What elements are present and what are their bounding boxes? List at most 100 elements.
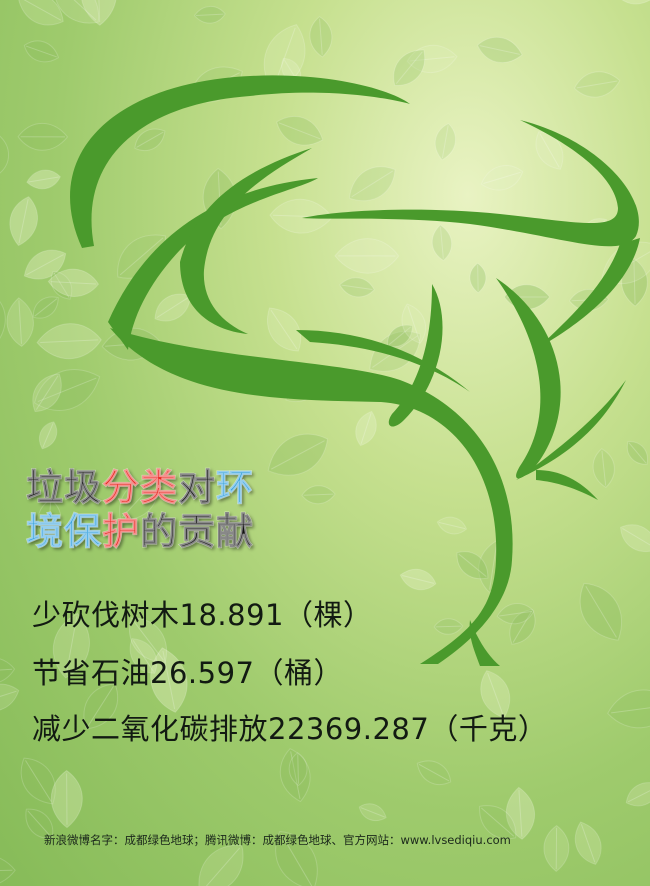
leaf xyxy=(80,0,117,26)
leaf xyxy=(26,169,61,190)
leaf xyxy=(288,752,308,787)
tree-branch-right xyxy=(538,238,640,348)
leaf xyxy=(574,821,602,865)
leaf xyxy=(476,36,523,64)
leaf xyxy=(275,830,318,886)
leaf xyxy=(433,618,464,635)
leaf xyxy=(535,131,564,170)
stat-co2-reduced: 减少二氧化碳排放22369.287（千克） xyxy=(32,712,548,746)
leaf xyxy=(129,638,158,674)
leaf xyxy=(20,757,56,805)
leaf xyxy=(50,270,73,300)
footer-contact: 新浪微博名字：成都绿色地球；腾讯微博：成都绿色地球、官方网站：www.lvsed… xyxy=(44,833,511,847)
leaf xyxy=(309,16,333,58)
tree-branch-upper xyxy=(496,278,561,479)
leaf xyxy=(53,0,100,24)
leaf xyxy=(505,786,536,840)
tree-arc-right xyxy=(302,120,639,247)
stat-oil-saved: 节省石油26.597（桶） xyxy=(32,656,343,690)
leaf xyxy=(9,196,38,247)
leaf xyxy=(469,262,487,294)
leaf xyxy=(267,307,302,352)
leaf xyxy=(276,115,324,146)
headline-segment: 对 xyxy=(178,466,216,510)
leaf xyxy=(611,0,650,5)
leaf xyxy=(355,410,377,447)
leaf xyxy=(47,268,100,297)
leaf xyxy=(32,373,62,413)
leaf xyxy=(0,683,20,712)
leaf xyxy=(348,166,396,202)
leaf xyxy=(480,165,524,191)
headline: 垃圾分类对环 境保护的贡献 xyxy=(26,466,254,554)
leaf xyxy=(573,71,621,98)
leaf xyxy=(32,296,59,319)
leaf xyxy=(399,568,437,591)
headline-line-2: 境保护的贡献 xyxy=(26,510,254,554)
leaf xyxy=(134,128,166,152)
leaf xyxy=(23,249,67,280)
headline-segment: 护 xyxy=(102,510,140,554)
leaf xyxy=(301,485,336,505)
leaf xyxy=(119,478,159,520)
headline-segment: 环 xyxy=(216,466,254,510)
leaf xyxy=(393,49,426,86)
leaf xyxy=(198,844,244,886)
headline-line-1: 垃圾分类对环 xyxy=(26,466,254,510)
leaf xyxy=(416,760,452,785)
leaf xyxy=(434,122,456,161)
headline-segment: 分类 xyxy=(102,466,178,510)
leaf xyxy=(17,0,64,26)
leaf xyxy=(387,324,413,348)
tree-branch-sweep xyxy=(296,330,470,392)
leaf xyxy=(358,803,387,822)
leaf xyxy=(150,647,188,713)
leaf xyxy=(6,297,34,347)
leaf xyxy=(0,288,6,340)
leaf xyxy=(480,670,511,719)
tree-arc-top xyxy=(70,75,410,248)
leaf xyxy=(83,683,119,730)
leaf xyxy=(592,448,615,489)
leaf xyxy=(17,123,69,151)
leaf xyxy=(625,782,650,807)
leaf xyxy=(39,421,58,450)
tree-branch-center xyxy=(388,284,443,427)
leaf xyxy=(401,303,427,344)
tree-branch-small xyxy=(536,470,598,500)
leaf xyxy=(267,433,329,476)
leaf xyxy=(36,323,102,360)
leaf xyxy=(509,609,536,645)
leaf xyxy=(621,258,648,307)
leaf xyxy=(626,441,648,465)
leaf xyxy=(154,293,192,322)
leaf xyxy=(52,612,90,679)
leaf xyxy=(406,44,458,74)
stat-trees-saved: 少砍伐树木18.891（棵） xyxy=(32,598,373,632)
headline-segment: 的贡献 xyxy=(140,510,254,554)
headline-segment: 境保 xyxy=(26,510,102,554)
leaf xyxy=(334,238,400,274)
leaf xyxy=(279,748,311,803)
headline-segment: 垃圾 xyxy=(26,466,102,510)
leaf xyxy=(456,551,489,580)
leaf xyxy=(25,808,54,839)
leaf xyxy=(431,224,453,261)
tree-arc-inner xyxy=(180,148,312,334)
tree-trunk-base xyxy=(469,620,500,666)
leaf xyxy=(129,617,167,663)
leaf xyxy=(543,825,570,873)
leaf xyxy=(436,516,468,535)
leaf xyxy=(496,603,535,625)
leaf xyxy=(479,805,517,840)
leaf xyxy=(50,769,83,829)
leaf xyxy=(193,5,226,24)
leaf xyxy=(34,369,101,411)
leaf xyxy=(0,657,16,685)
leaf xyxy=(579,582,623,641)
leaf xyxy=(339,277,375,298)
leaf xyxy=(607,689,650,729)
leaf xyxy=(23,40,60,63)
